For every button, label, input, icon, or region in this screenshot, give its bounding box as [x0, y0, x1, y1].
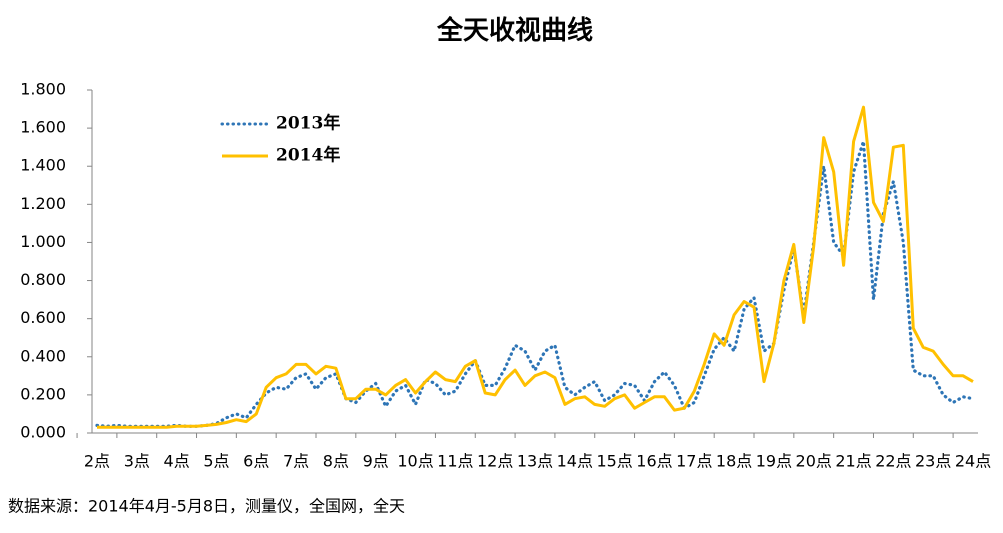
y-tick-label: 1.400 [20, 156, 66, 175]
y-tick-label: 1.800 [20, 80, 66, 99]
y-tick-label: 1.200 [20, 194, 66, 213]
chart-title: 全天收视曲线 [436, 15, 593, 46]
x-tick-label: 19点 [756, 452, 792, 471]
y-tick-label: 0.800 [20, 270, 66, 289]
x-tick-label: 15点 [596, 452, 632, 471]
y-tick-label: 1.000 [20, 232, 66, 251]
x-tick-label: 12点 [477, 452, 513, 471]
x-tick-label: 7点 [283, 452, 309, 471]
x-tick-label: 23点 [915, 452, 951, 471]
y-tick-label: 0.400 [20, 346, 66, 365]
series-line [97, 105, 974, 429]
x-tick-label: 13点 [517, 452, 553, 471]
x-tick-label: 24点 [955, 452, 991, 471]
x-tick-label: 16点 [636, 452, 672, 471]
x-tick-label: 21点 [835, 452, 871, 471]
x-tick-label: 4点 [164, 452, 190, 471]
legend-label: 2014年 [276, 145, 340, 166]
x-tick-label: 11点 [437, 452, 473, 471]
y-tick-label: 0.600 [20, 308, 66, 327]
x-tick-label: 10点 [397, 452, 433, 471]
x-tick-label: 8点 [323, 452, 349, 471]
y-tick-label: 0.200 [20, 384, 66, 403]
x-tick-label: 22点 [875, 452, 911, 471]
source-note: 数据来源：2014年4月-5月8日，测量仪，全国网，全天 [8, 497, 405, 516]
x-tick-label: 9点 [363, 452, 389, 471]
x-tick-label: 5点 [203, 452, 229, 471]
y-tick-label: 0.000 [20, 423, 66, 442]
x-tick-label: 2点 [84, 452, 110, 471]
x-tick-label: 14点 [557, 452, 593, 471]
legend-label: 2013年 [276, 113, 340, 134]
x-tick-label: 17点 [676, 452, 712, 471]
x-tick-label: 6点 [243, 452, 269, 471]
x-tick-label: 3点 [124, 452, 150, 471]
y-tick-label: 1.600 [20, 118, 66, 137]
x-tick-label: 20点 [796, 452, 832, 471]
x-tick-label: 18点 [716, 452, 752, 471]
series-line [95, 139, 975, 428]
